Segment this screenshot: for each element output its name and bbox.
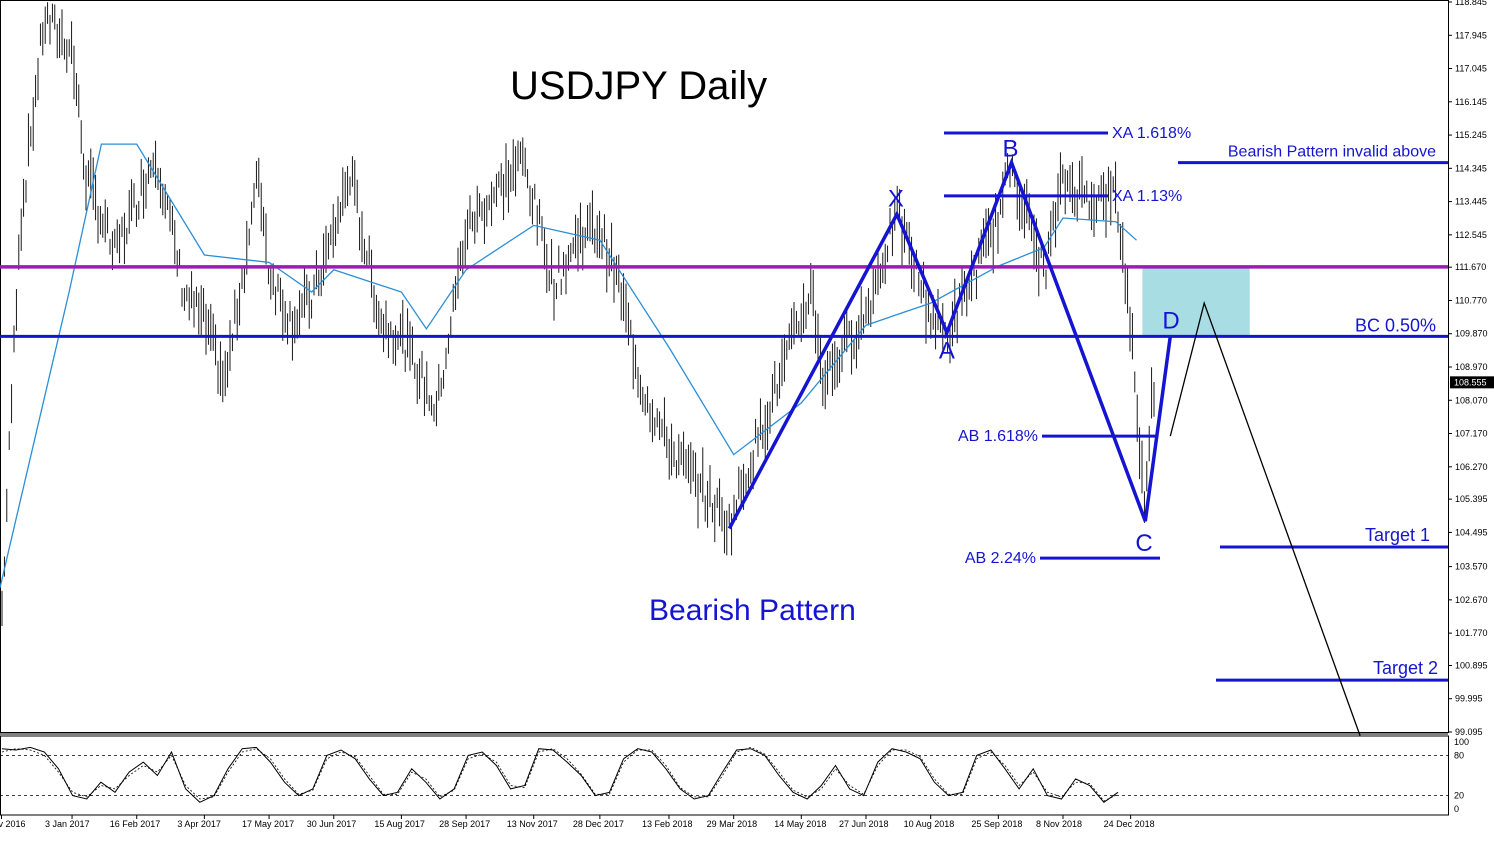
current-price-box	[1450, 376, 1494, 389]
x-tick-label: 14 May 2018	[774, 819, 826, 829]
projection-path	[1169, 300, 1361, 736]
x-tick-label: 10 Aug 2018	[904, 819, 955, 829]
y-tick-label: 108.970	[1455, 362, 1488, 372]
x-tick-label: 24 Dec 2018	[1104, 819, 1155, 829]
x-tick-label: 8 Nov 2018	[1036, 819, 1082, 829]
y-tick-label: 104.495	[1455, 527, 1488, 537]
y-tick-label: 109.870	[1455, 329, 1488, 339]
y-tick-label: 103.570	[1455, 562, 1488, 572]
x-tick-label: 30 Jun 2017	[307, 819, 357, 829]
pattern-point-label: C	[1135, 530, 1152, 557]
y-tick-label: 111.670	[1455, 262, 1486, 272]
level-label: BC 0.50%	[1355, 315, 1436, 335]
pattern-point-label: X	[888, 185, 904, 212]
current-price-label: 108.555	[1454, 377, 1487, 387]
moving-average-line	[0, 143, 1137, 588]
chart-title: USDJPY Daily	[510, 64, 767, 108]
y-tick-label: 110.770	[1455, 295, 1487, 305]
oscillator-signal-line	[1, 746, 1119, 802]
oscillator-main-line	[1, 746, 1119, 803]
level-label: XA 1.618%	[1112, 125, 1191, 142]
oscillator-level-label: 0	[1454, 804, 1459, 814]
x-tick-label: 17 May 2017	[242, 819, 294, 829]
harmonic-pattern-line	[727, 157, 1173, 530]
level-label: Target 1	[1365, 525, 1430, 545]
chart-subtitle: Bearish Pattern	[649, 594, 856, 627]
y-tick-label: 106.270	[1455, 462, 1488, 472]
y-tick-label: 112.545	[1455, 230, 1487, 240]
level-label: AB 1.618%	[958, 428, 1038, 445]
x-tick-label: 29 Mar 2018	[707, 819, 758, 829]
y-tick-label: 101.770	[1455, 628, 1488, 638]
level-label: XA 1.13%	[1112, 188, 1182, 205]
y-tick-label: 99.995	[1455, 694, 1483, 704]
y-tick-label: 113.445	[1455, 197, 1487, 207]
x-tick-label: 28 Sep 2017	[439, 819, 490, 829]
x-tick-label: 3 Apr 2017	[177, 819, 221, 829]
level-label: Target 2	[1373, 658, 1438, 678]
y-tick-label: 100.895	[1455, 660, 1488, 670]
pattern-point-label: A	[939, 338, 955, 365]
pattern-point-label: B	[1003, 136, 1019, 163]
x-tick-label: 28 Dec 2017	[573, 819, 624, 829]
level-label: Bearish Pattern invalid above	[1228, 144, 1436, 161]
target-zone	[1142, 266, 1250, 337]
y-tick-label: 117.045	[1455, 64, 1487, 74]
pattern-leg	[729, 333, 947, 529]
y-tick-label: 108.070	[1455, 395, 1488, 405]
x-tick-label: 16 Feb 2017	[110, 819, 161, 829]
y-tick-label: 115.245	[1455, 130, 1487, 140]
y-tick-label: 99.095	[1455, 727, 1483, 737]
y-tick-label: 102.670	[1455, 595, 1488, 605]
x-tick-label: 25 Sep 2018	[971, 819, 1022, 829]
y-tick-label: 117.945	[1455, 30, 1487, 40]
y-tick-label: 114.345	[1455, 163, 1487, 173]
y-tick-label: 107.170	[1455, 429, 1488, 439]
pattern-point-label: D	[1162, 307, 1179, 334]
x-tick-label: 15 Aug 2017	[374, 819, 425, 829]
price-bars	[1, 2, 1155, 627]
oscillator-level-label: 100	[1454, 737, 1469, 747]
level-label: AB 2.24%	[965, 550, 1036, 567]
oscillator-frame	[0, 735, 1449, 816]
x-tick-label: 3 Jan 2017	[45, 819, 90, 829]
x-tick-label: 13 Feb 2018	[642, 819, 693, 829]
y-tick-label: 118.845	[1455, 0, 1487, 7]
x-tick-label: 13 Nov 2017	[507, 819, 558, 829]
y-tick-label: 116.145	[1455, 97, 1487, 107]
x-tick-label: 27 Jun 2018	[839, 819, 889, 829]
x-tick-label: 16 Nov 2016	[0, 819, 26, 829]
oscillator-level-label: 80	[1454, 750, 1464, 760]
y-tick-label: 105.395	[1455, 494, 1488, 504]
oscillator-level-label: 20	[1454, 791, 1464, 801]
